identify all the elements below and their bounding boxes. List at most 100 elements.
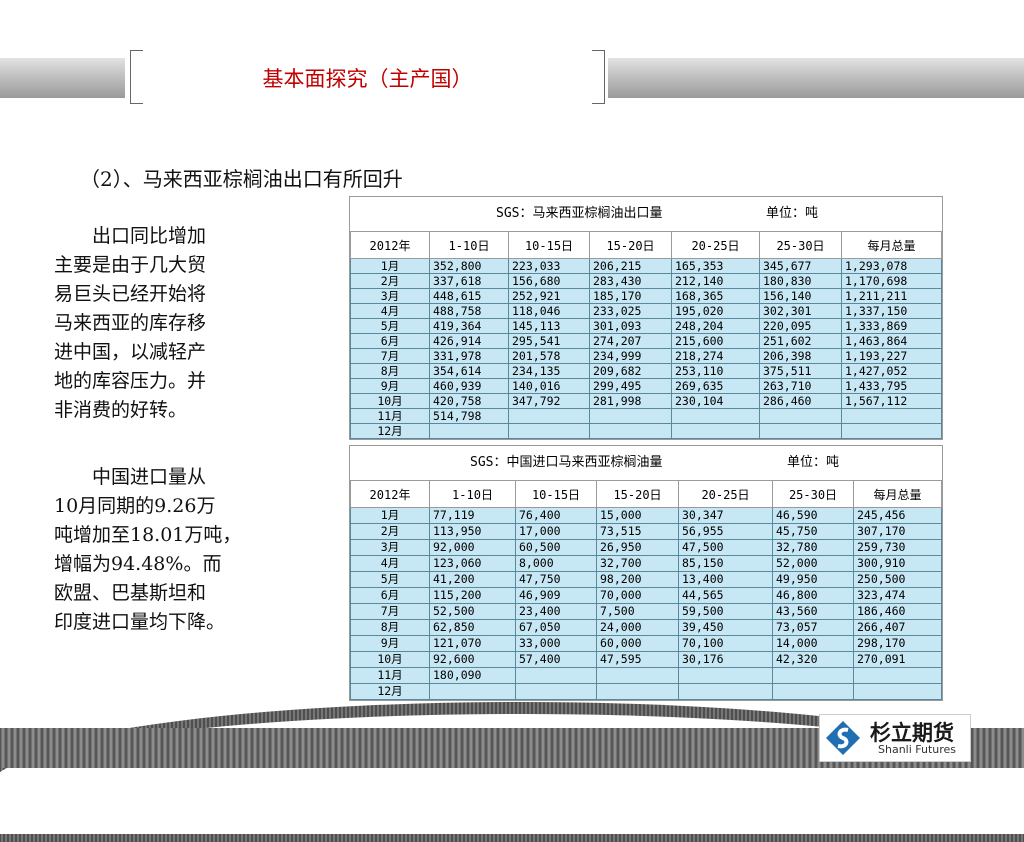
month-cell: 10月 (350, 393, 430, 409)
value-cell: 47,500 (678, 539, 773, 556)
value-cell: 514,798 (429, 408, 509, 424)
company-logo: 杉立期货 Shanli Futures (819, 714, 971, 762)
value-cell (589, 408, 672, 424)
value-cell: 1,211,211 (841, 288, 942, 304)
value-cell (589, 423, 672, 439)
value-cell: 248,204 (671, 318, 760, 334)
value-cell: 300,910 (853, 555, 942, 572)
value-cell: 47,595 (596, 651, 679, 668)
value-cell: 274,207 (589, 333, 672, 349)
value-cell (508, 408, 590, 424)
value-cell (515, 683, 597, 700)
value-cell: 352,800 (429, 258, 509, 274)
table-row: 10月 420,758 347,792 281,998 230,104 286,460 1,… (350, 393, 942, 409)
value-cell: 234,999 (589, 348, 672, 364)
value-cell: 8,000 (515, 555, 597, 572)
logo-english-name: Shanli Futures (878, 743, 957, 756)
section-subtitle: （2）、马来西亚棕榈油出口有所回升 (80, 167, 403, 191)
value-cell: 77,119 (429, 507, 516, 524)
table-unit: 单位：吨 (787, 455, 840, 470)
column-header: 15-20日 (589, 231, 672, 259)
month-cell: 5月 (350, 571, 430, 588)
value-cell: 44,565 (678, 587, 773, 604)
value-cell: 1,193,227 (841, 348, 942, 364)
table-row: 6月 426,914 295,541 274,207 215,600 251,602 1,4… (350, 333, 942, 349)
column-header: 25-30日 (759, 231, 842, 259)
value-cell (671, 408, 760, 424)
value-cell: 115,200 (429, 587, 516, 604)
column-header: 15-20日 (596, 480, 679, 508)
value-cell: 57,400 (515, 651, 597, 668)
value-cell (508, 423, 590, 439)
value-cell: 215,600 (671, 333, 760, 349)
value-cell: 230,104 (671, 393, 760, 409)
column-header: 10-15日 (515, 480, 597, 508)
import-paragraph: 中国进口量从 10月同期的9.26万 吨增加至18.01万吨， 增幅为94.48… (54, 463, 274, 637)
value-cell (772, 683, 854, 700)
value-cell: 206,215 (589, 258, 672, 274)
value-cell: 73,057 (772, 619, 854, 636)
column-header: 20-25日 (678, 480, 773, 508)
value-cell: 252,921 (508, 288, 590, 304)
month-cell: 8月 (350, 619, 430, 636)
value-cell: 67,050 (515, 619, 597, 636)
data-table: 2012年 1-10日 10-15日 15-20日 20-25日 25-30日 每月总量 1… (350, 231, 942, 439)
value-cell: 460,939 (429, 378, 509, 394)
para-line: 地的库容压力。并 (54, 370, 207, 392)
table-row: 2月 113,950 17,000 73,515 56,955 45,750 307,170 (350, 523, 942, 540)
table-source: SGS：马来西亚棕榈油出口量 (496, 206, 663, 221)
value-cell: 1,293,078 (841, 258, 942, 274)
value-cell: 345,677 (759, 258, 842, 274)
value-cell: 295,541 (508, 333, 590, 349)
value-cell (671, 423, 760, 439)
value-cell: 488,758 (429, 303, 509, 319)
table-row: 11月 180,090 (350, 667, 942, 684)
month-cell: 1月 (350, 258, 430, 274)
table-row: 6月 115,200 46,909 70,000 44,565 46,800 323,474 (350, 587, 942, 604)
table-caption: SGS：中国进口马来西亚棕榈油量 单位：吨 (350, 446, 942, 480)
value-cell: 145,113 (508, 318, 590, 334)
value-cell: 298,170 (853, 635, 942, 652)
value-cell: 76,400 (515, 507, 597, 524)
value-cell: 156,140 (759, 288, 842, 304)
table-row: 7月 331,978 201,578 234,999 218,274 206,398 1,1… (350, 348, 942, 364)
value-cell: 426,914 (429, 333, 509, 349)
column-header: 1-10日 (429, 231, 509, 259)
value-cell: 354,614 (429, 363, 509, 379)
value-cell: 123,060 (429, 555, 516, 572)
para-line: 主要是由于几大贸 (54, 254, 207, 276)
value-cell: 56,955 (678, 523, 773, 540)
column-header: 2012年 (350, 480, 430, 508)
value-cell: 307,170 (853, 523, 942, 540)
month-cell: 6月 (350, 333, 430, 349)
para-line: 吨增加至18.01万吨， (54, 524, 242, 546)
table-row: 8月 354,614 234,135 209,682 253,110 375,511 1,4… (350, 363, 942, 379)
table-row: 3月 448,615 252,921 185,170 168,365 156,140 1,2… (350, 288, 942, 304)
value-cell: 218,274 (671, 348, 760, 364)
header-band-left (0, 58, 125, 98)
data-table: 2012年 1-10日 10-15日 15-20日 20-25日 25-30日 每月总量 1… (350, 480, 942, 700)
month-cell: 5月 (350, 318, 430, 334)
month-cell: 12月 (350, 423, 430, 439)
export-paragraph: 出口同比增加 主要是由于几大贸 易巨头已经开始将 马来西亚的库存移 进中国，以减… (54, 222, 274, 425)
value-cell: 220,095 (759, 318, 842, 334)
value-cell: 52,500 (429, 603, 516, 620)
value-cell: 259,730 (853, 539, 942, 556)
value-cell: 299,495 (589, 378, 672, 394)
column-header: 1-10日 (429, 480, 516, 508)
month-cell: 3月 (350, 539, 430, 556)
value-cell: 1,337,150 (841, 303, 942, 319)
table-row: 9月 121,070 33,000 60,000 70,100 14,000 298,170 (350, 635, 942, 652)
value-cell: 323,474 (853, 587, 942, 604)
value-cell: 70,100 (678, 635, 773, 652)
value-cell: 337,618 (429, 273, 509, 289)
value-cell (429, 683, 516, 700)
value-cell: 62,850 (429, 619, 516, 636)
value-cell: 1,433,795 (841, 378, 942, 394)
column-header: 10-15日 (508, 231, 590, 259)
value-cell: 32,780 (772, 539, 854, 556)
column-header: 25-30日 (772, 480, 854, 508)
month-cell: 3月 (350, 288, 430, 304)
value-cell: 266,407 (853, 619, 942, 636)
para-line: 欧盟、巴基斯坦和 (54, 582, 207, 604)
